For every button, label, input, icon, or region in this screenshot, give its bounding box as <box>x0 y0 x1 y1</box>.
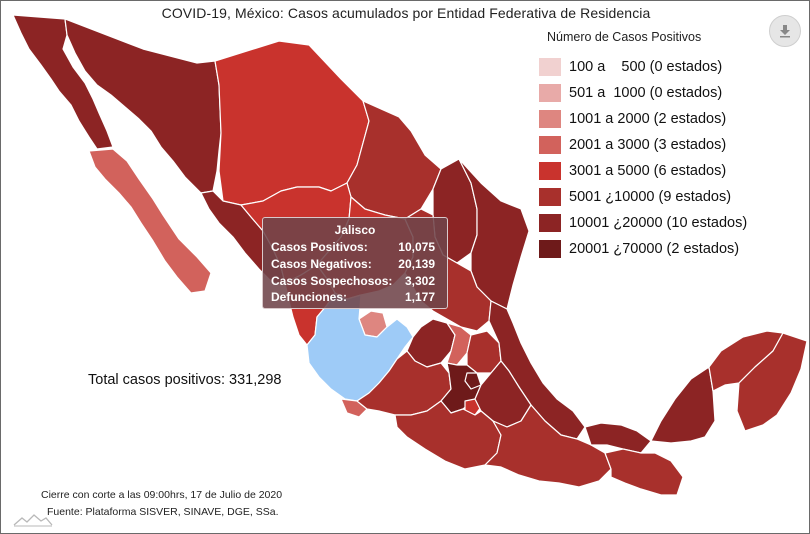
legend-swatch <box>539 188 561 206</box>
total-positive-cases: Total casos positivos: 331,298 <box>88 372 282 388</box>
mountain-logo-icon <box>13 514 53 527</box>
legend-item[interactable]: 5001 ¿10000 (9 estados) <box>539 186 731 208</box>
state-oaxaca[interactable] <box>484 404 612 488</box>
tooltip-value: 10,075 <box>398 240 435 254</box>
tooltip-value: 20,139 <box>398 257 435 271</box>
legend-label: 5001 ¿10000 (9 estados) <box>569 189 732 205</box>
legend-label: 1001 a 2000 (2 estados) <box>569 111 727 127</box>
state-tooltip: Jalisco Casos Positivos: 10,075 Casos Ne… <box>262 217 448 309</box>
map-title: COVID-19, México: Casos acumulados por E… <box>161 5 651 21</box>
tooltip-value: 1,177 <box>404 290 435 304</box>
footer: Cierre con corte a las 09:00hrs, 17 de J… <box>41 487 282 521</box>
legend-label: 3001 a 5000 (6 estados) <box>569 163 727 179</box>
state-baja-california-sur[interactable] <box>88 148 212 294</box>
legend-label: 2001 a 3000 (3 estados) <box>569 137 727 153</box>
source-note: Fuente: Plataforma SISVER, SINAVE, DGE, … <box>47 506 279 518</box>
state-campeche[interactable] <box>650 366 716 444</box>
legend-item[interactable]: 501 a 1000 (0 estados) <box>539 82 722 104</box>
legend-swatch <box>539 214 561 232</box>
tooltip-state-name: Jalisco <box>334 223 376 237</box>
legend-item[interactable]: 10001 ¿20000 (10 estados) <box>539 212 747 234</box>
legend-swatch <box>539 84 561 102</box>
legend-item[interactable]: 100 a 500 (0 estados) <box>539 56 722 78</box>
state-colima[interactable] <box>340 398 368 418</box>
download-icon <box>780 25 790 38</box>
state-baja-california[interactable] <box>12 14 114 150</box>
legend-item[interactable]: 20001 ¿70000 (2 estados) <box>539 238 739 260</box>
legend-swatch <box>539 110 561 128</box>
state-ciudad-de-mexico[interactable] <box>464 372 482 390</box>
legend-label: 10001 ¿20000 (10 estados) <box>569 215 748 231</box>
state-quintana-roo[interactable] <box>736 332 808 432</box>
legend-label: 20001 ¿70000 (2 estados) <box>569 241 740 257</box>
legend-swatch <box>539 162 561 180</box>
legend-label: 100 a 500 (0 estados) <box>569 59 723 75</box>
tooltip-label: Casos Sospechosos: <box>271 274 393 288</box>
legend-swatch <box>539 240 561 258</box>
legend-item[interactable]: 1001 a 2000 (2 estados) <box>539 108 726 130</box>
legend-item[interactable]: 2001 a 3000 (3 estados) <box>539 134 726 156</box>
legend-item[interactable]: 3001 a 5000 (6 estados) <box>539 160 726 182</box>
state-chihuahua[interactable] <box>214 40 370 206</box>
legend-label: 501 a 1000 (0 estados) <box>569 85 723 101</box>
tooltip-label: Defunciones: <box>271 290 348 304</box>
legend-title: Número de Casos Positivos <box>547 30 702 44</box>
tooltip-label: Casos Negativos: <box>271 257 372 271</box>
state-tabasco[interactable] <box>584 422 652 454</box>
state-michoacan[interactable] <box>356 350 452 416</box>
tooltip-value: 3,302 <box>404 274 435 288</box>
state-chiapas[interactable] <box>604 448 684 496</box>
tooltip-label: Casos Positivos: <box>271 240 368 254</box>
legend-swatch <box>539 136 561 154</box>
legend-swatch <box>539 58 561 76</box>
download-button[interactable] <box>769 15 801 47</box>
cutoff-note: Cierre con corte a las 09:00hrs, 17 de J… <box>41 489 283 501</box>
